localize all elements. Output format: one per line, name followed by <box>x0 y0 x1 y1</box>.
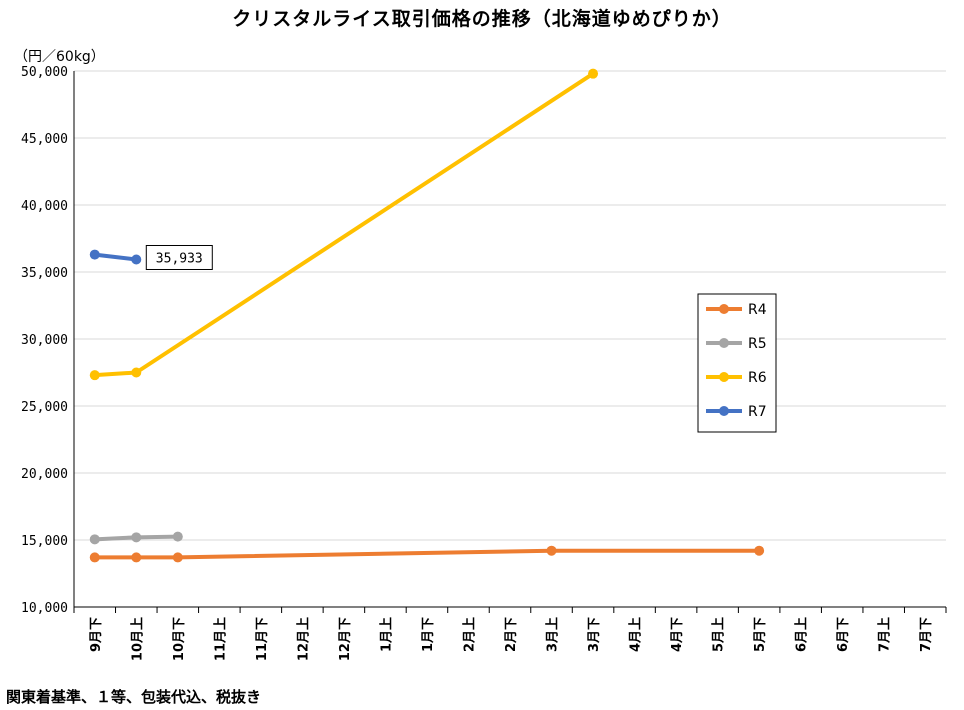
footnote: 関東着基準、１等、包装代込、税抜き <box>6 688 262 706</box>
y-tick-label: 15,000 <box>21 534 68 549</box>
y-tick-label: 50,000 <box>21 65 68 80</box>
x-tick-label: 11月上 <box>213 617 228 661</box>
data-point <box>131 367 142 378</box>
series-r4 <box>89 545 765 563</box>
y-tick-label: 30,000 <box>21 333 68 348</box>
legend: R4 R5 R6 R7 <box>697 293 777 433</box>
data-labels: 35,933 <box>145 244 213 270</box>
data-point <box>172 552 183 563</box>
legend-label: R4 <box>748 302 767 318</box>
y-tick-label: 40,000 <box>21 199 68 214</box>
legend-item-r7: R7 <box>706 404 767 420</box>
legend-label: R5 <box>748 336 767 352</box>
data-point <box>588 68 599 79</box>
x-tick-label: 11月下 <box>255 617 270 661</box>
data-label-box <box>145 244 213 270</box>
data-point <box>131 254 142 265</box>
series-line <box>94 548 760 560</box>
y-tick-label: 20,000 <box>21 467 68 482</box>
legend-swatch-marker <box>719 304 729 314</box>
x-tick-label: 3月上 <box>546 617 561 652</box>
data-point <box>89 249 100 260</box>
series-r7 <box>89 249 142 265</box>
x-tick-label: 2月上 <box>462 617 477 652</box>
x-tick-label: 9月下 <box>89 617 104 652</box>
data-point <box>754 545 765 556</box>
x-tick-label: 12月上 <box>296 617 311 661</box>
legend-swatch-marker <box>719 372 729 382</box>
data-point <box>172 531 183 542</box>
legend-item-r6: R6 <box>706 370 767 386</box>
x-tick-label: 5月下 <box>753 617 768 652</box>
legend-label: R7 <box>748 404 767 420</box>
x-tick-label: 6月下 <box>836 617 851 652</box>
grid-lines <box>74 70 946 541</box>
y-tick-label: 35,000 <box>21 266 68 281</box>
x-tick-label: 1月上 <box>379 617 394 652</box>
legend-item-r5: R5 <box>706 336 767 352</box>
axes: 10,000 15,000 20,000 25,000 30,000 35,000 40,0… <box>21 65 947 661</box>
data-label-text: 35,933 <box>156 251 203 266</box>
legend-label: R6 <box>748 370 767 386</box>
x-tick-label: 10月上 <box>130 617 145 661</box>
x-tick-label: 3月下 <box>587 617 602 652</box>
data-label: 35,933 <box>145 244 213 270</box>
y-tick-label: 25,000 <box>21 400 68 415</box>
series-line <box>94 72 595 378</box>
y-tick-label: 45,000 <box>21 132 68 147</box>
series-r6 <box>89 68 599 381</box>
legend-swatch-marker <box>719 406 729 416</box>
legend-item-r4: R4 <box>706 302 767 318</box>
x-tick-label: 6月上 <box>795 617 810 652</box>
series-r5 <box>89 531 183 545</box>
x-tick-label: 4月上 <box>629 617 644 652</box>
data-point <box>546 545 557 556</box>
x-tick-label: 7月上 <box>878 617 893 652</box>
x-tick-label: 2月下 <box>504 617 519 652</box>
x-tick-label: 7月下 <box>919 617 934 652</box>
x-tick-label: 4月下 <box>670 617 685 652</box>
legend-swatch-marker <box>719 338 729 348</box>
x-tick-label: 1月下 <box>421 617 436 652</box>
series-lines <box>89 68 765 563</box>
y-axis-unit-label: （円／60kg） <box>14 49 105 65</box>
data-point <box>89 370 100 381</box>
data-point <box>89 552 100 563</box>
data-point <box>131 552 142 563</box>
chart-title: クリスタルライス取引価格の推移（北海道ゆめぴりか） <box>232 8 732 30</box>
x-tick-label: 10月下 <box>172 617 187 661</box>
series-line <box>94 252 137 262</box>
y-tick-label: 10,000 <box>21 601 68 616</box>
data-point <box>89 534 100 545</box>
x-tick-label: 12月下 <box>338 617 353 661</box>
x-tick-label: 5月上 <box>712 617 727 652</box>
data-point <box>131 532 142 543</box>
